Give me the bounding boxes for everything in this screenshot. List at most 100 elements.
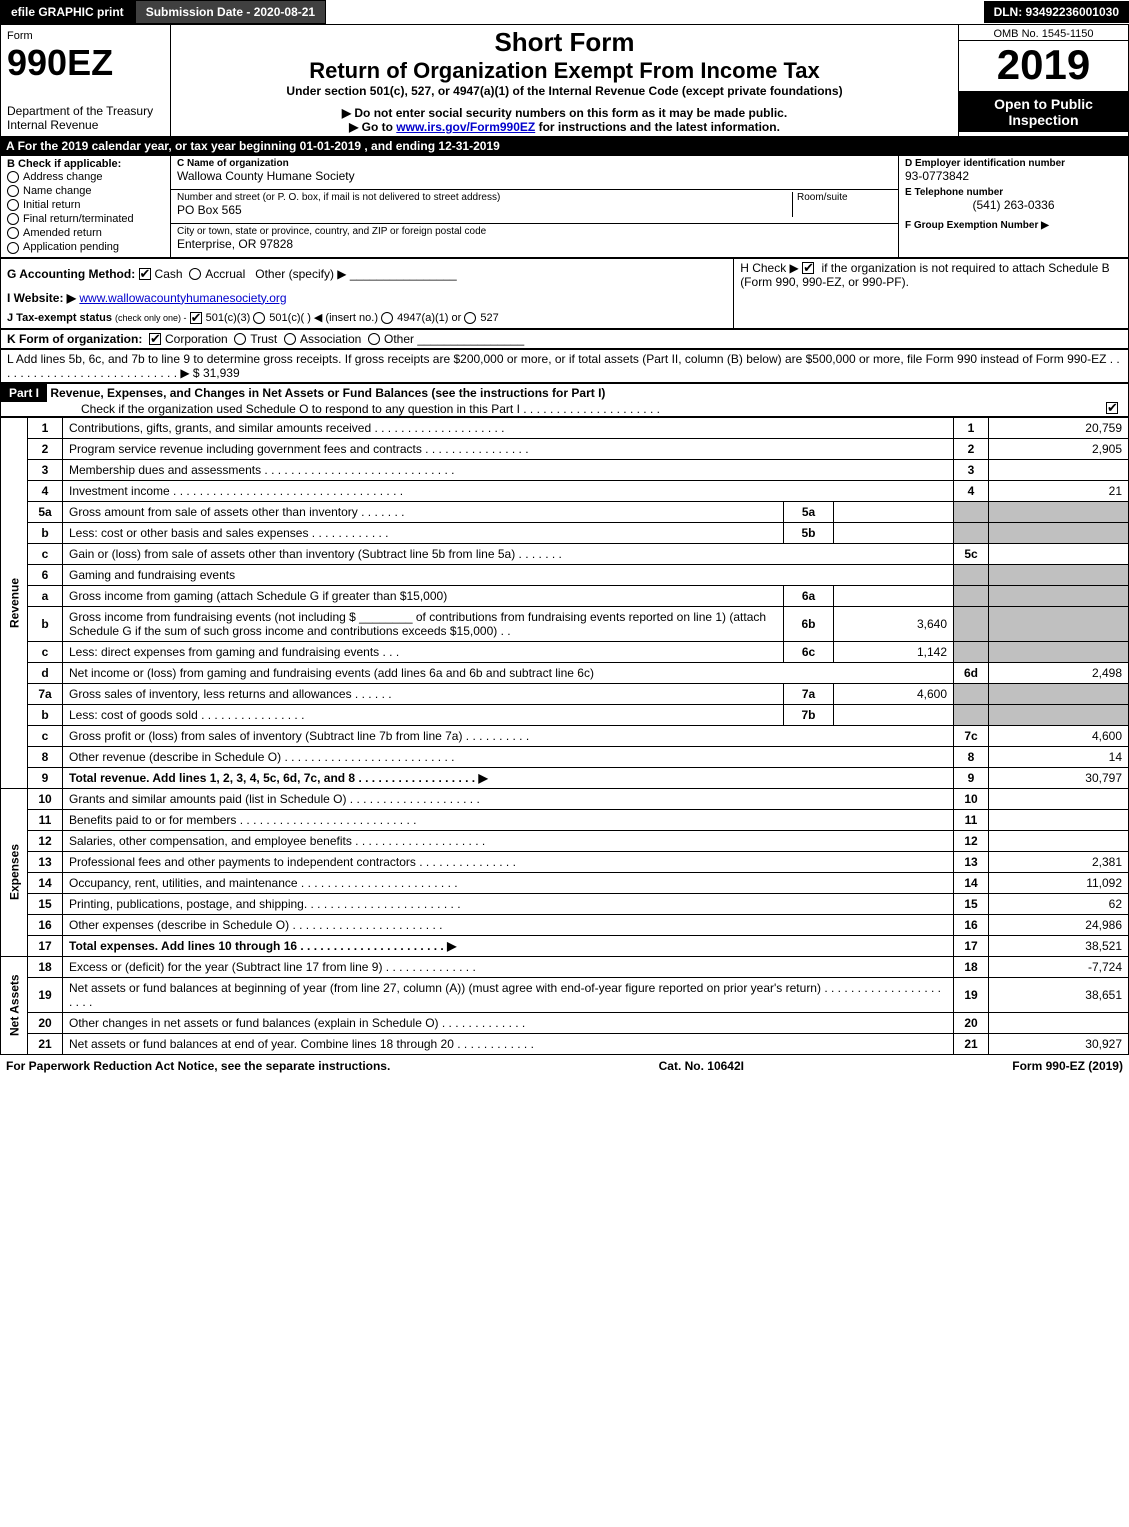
cb-application-pending[interactable]: Application pending xyxy=(7,240,164,254)
org-name: Wallowa County Humane Society xyxy=(177,169,892,183)
city-value: Enterprise, OR 97828 xyxy=(177,237,892,251)
l6b-ia: 3,640 xyxy=(834,606,954,641)
street-label: Number and street (or P. O. box, if mail… xyxy=(177,192,792,203)
l11-amt xyxy=(989,809,1129,830)
cb-schedule-o[interactable] xyxy=(1106,402,1118,414)
part1-label: Part I xyxy=(1,384,47,402)
l7c-num: c xyxy=(28,725,63,746)
l6-num: 6 xyxy=(28,564,63,585)
j-501c3: 501(c)(3) xyxy=(206,312,251,324)
l11-desc: Benefits paid to or for members . . . . … xyxy=(63,809,954,830)
cb-trust[interactable] xyxy=(234,333,246,345)
irs-label: Internal Revenue xyxy=(7,118,164,132)
tax-year: 2019 xyxy=(959,41,1128,89)
cash-label: Cash xyxy=(155,267,183,281)
part1-title: Revenue, Expenses, and Changes in Net As… xyxy=(50,386,605,400)
l1-desc: Contributions, gifts, grants, and simila… xyxy=(63,417,954,438)
l16-num: 16 xyxy=(28,914,63,935)
cb-cash[interactable] xyxy=(139,268,151,280)
l10-r: 10 xyxy=(954,788,989,809)
section-a-text: For the 2019 calendar year, or tax year … xyxy=(18,139,500,153)
l19-amt: 38,651 xyxy=(989,977,1129,1012)
l6a-shade xyxy=(954,585,989,606)
l8-amt: 14 xyxy=(989,746,1129,767)
l-block: L Add lines 5b, 6c, and 7b to line 9 to … xyxy=(0,349,1129,383)
l6c-shade2 xyxy=(989,641,1129,662)
submission-date-button[interactable]: Submission Date - 2020-08-21 xyxy=(135,0,326,24)
cb-address-change[interactable]: Address change xyxy=(7,170,164,184)
cb-corporation[interactable] xyxy=(149,333,161,345)
cb-initial-return[interactable]: Initial return xyxy=(7,198,164,212)
l6c-desc: Less: direct expenses from gaming and fu… xyxy=(63,641,784,662)
cb-527[interactable] xyxy=(464,312,476,324)
l13-r: 13 xyxy=(954,851,989,872)
l6d-desc: Net income or (loss) from gaming and fun… xyxy=(63,662,954,683)
cb-other-org[interactable] xyxy=(368,333,380,345)
title-short: Short Form xyxy=(177,27,952,58)
cb-schedule-b[interactable] xyxy=(802,262,814,274)
l7b-shade2 xyxy=(989,704,1129,725)
l19-r: 19 xyxy=(954,977,989,1012)
l6b-ic: 6b xyxy=(784,606,834,641)
j-label: J Tax-exempt status xyxy=(7,312,112,324)
cb-final-return[interactable]: Final return/terminated xyxy=(7,212,164,226)
entity-block: B Check if applicable: Address change Na… xyxy=(0,155,1129,258)
section-a-row: A For the 2019 calendar year, or tax yea… xyxy=(0,137,1129,155)
efile-button[interactable]: efile GRAPHIC print xyxy=(0,0,135,24)
l5b-ic: 5b xyxy=(784,522,834,543)
l1-amt: 20,759 xyxy=(989,417,1129,438)
l2-r: 2 xyxy=(954,438,989,459)
l13-num: 13 xyxy=(28,851,63,872)
l4-amt: 21 xyxy=(989,480,1129,501)
top-bar: efile GRAPHIC print Submission Date - 20… xyxy=(0,0,1129,24)
cb-amended-return[interactable]: Amended return xyxy=(7,226,164,240)
l5a-ia xyxy=(834,501,954,522)
l18-desc: Excess or (deficit) for the year (Subtra… xyxy=(63,956,954,977)
lines-table: Revenue 1 Contributions, gifts, grants, … xyxy=(0,417,1129,1055)
l20-r: 20 xyxy=(954,1012,989,1033)
e-phone-label: E Telephone number xyxy=(905,187,1122,198)
l12-desc: Salaries, other compensation, and employ… xyxy=(63,830,954,851)
dln-label: DLN: 93492236001030 xyxy=(984,1,1129,23)
ein-value: 93-0773842 xyxy=(905,169,1122,183)
k-assoc: Association xyxy=(300,332,361,346)
h-label: H Check ▶ xyxy=(740,261,799,275)
l13-amt: 2,381 xyxy=(989,851,1129,872)
l6b-desc: Gross income from fundraising events (no… xyxy=(63,606,784,641)
l9-desc: Total revenue. Add lines 1, 2, 3, 4, 5c,… xyxy=(63,767,954,788)
cb-name-change[interactable]: Name change xyxy=(7,184,164,198)
form-name: 990EZ xyxy=(7,42,164,84)
l10-num: 10 xyxy=(28,788,63,809)
l4-num: 4 xyxy=(28,480,63,501)
l21-amt: 30,927 xyxy=(989,1033,1129,1054)
irs-link[interactable]: www.irs.gov/Form990EZ xyxy=(396,120,535,134)
l15-desc: Printing, publications, postage, and shi… xyxy=(63,893,954,914)
website-link[interactable]: www.wallowacountyhumanesociety.org xyxy=(79,291,286,305)
l3-r: 3 xyxy=(954,459,989,480)
cb-accrual[interactable] xyxy=(189,268,201,280)
cb-501c[interactable] xyxy=(253,312,265,324)
l15-num: 15 xyxy=(28,893,63,914)
l16-r: 16 xyxy=(954,914,989,935)
l7c-r: 7c xyxy=(954,725,989,746)
l7a-ia: 4,600 xyxy=(834,683,954,704)
cb-association[interactable] xyxy=(284,333,296,345)
l9-amt: 30,797 xyxy=(989,767,1129,788)
side-netassets: Net Assets xyxy=(1,956,28,1054)
l6c-num: c xyxy=(28,641,63,662)
l6-shade xyxy=(954,564,989,585)
l14-r: 14 xyxy=(954,872,989,893)
g-label: G Accounting Method: xyxy=(7,267,135,281)
l3-amt xyxy=(989,459,1129,480)
room-label: Room/suite xyxy=(797,192,892,203)
j-527: 527 xyxy=(480,312,498,324)
note-goto: ▶ Go to www.irs.gov/Form990EZ for instru… xyxy=(177,120,952,134)
cb-4947[interactable] xyxy=(381,312,393,324)
l4-desc: Investment income . . . . . . . . . . . … xyxy=(63,480,954,501)
dept-label: Department of the Treasury xyxy=(7,104,164,118)
note-ssn: ▶ Do not enter social security numbers o… xyxy=(177,106,952,120)
cb-501c3[interactable] xyxy=(190,312,202,324)
l9-num: 9 xyxy=(28,767,63,788)
l7b-shade xyxy=(954,704,989,725)
l5a-ic: 5a xyxy=(784,501,834,522)
